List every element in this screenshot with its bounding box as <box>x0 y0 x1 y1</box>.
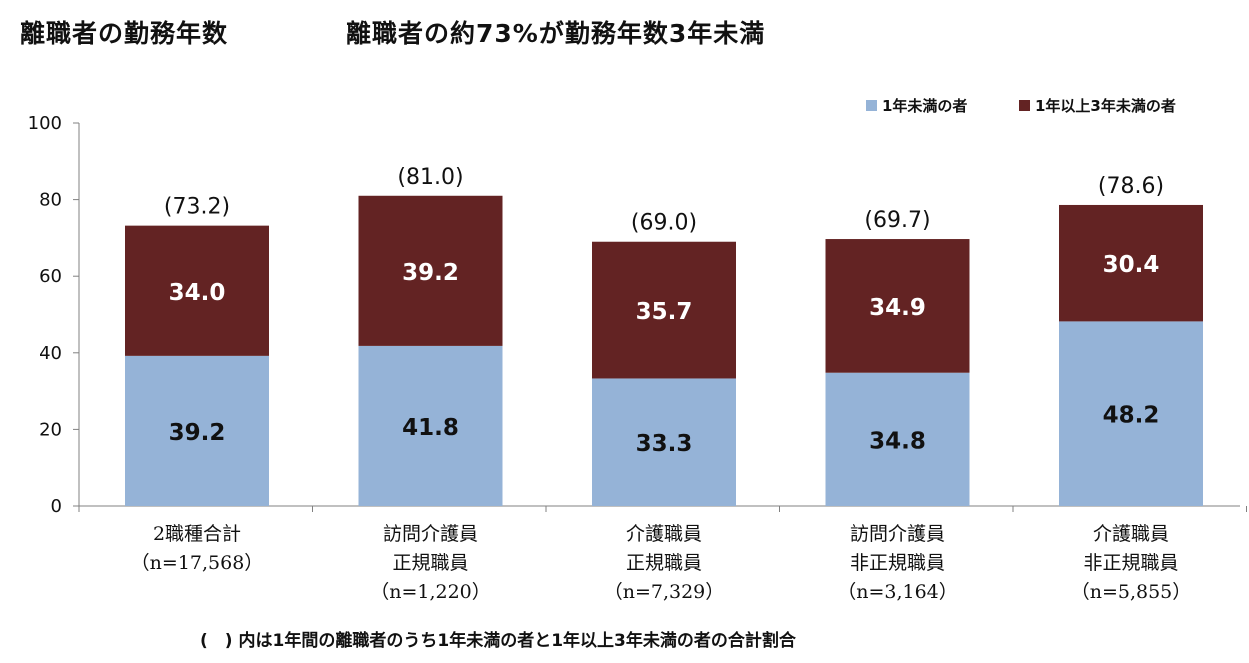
x-category-label: 正規職員 <box>392 552 468 574</box>
total-label: (69.0) <box>631 211 697 236</box>
x-category-label: （n=7,329） <box>604 581 725 603</box>
data-label-one-to-three: 34.9 <box>869 295 926 321</box>
data-label-one-to-three: 35.7 <box>636 299 693 325</box>
y-tick-label: 40 <box>39 343 62 364</box>
page-title: 離職者の勤務年数 <box>20 19 229 48</box>
x-category-label: 訪問介護員 <box>383 523 478 545</box>
data-label-under1: 48.2 <box>1103 403 1160 429</box>
x-category-label: （n=5,855） <box>1071 581 1192 603</box>
legend-swatch-under1 <box>866 100 877 111</box>
total-label: (78.6) <box>1098 174 1164 199</box>
y-tick-label: 0 <box>51 496 62 517</box>
x-category-label: 非正規職員 <box>850 552 945 574</box>
chart-headline: 離職者の約73%が勤務年数3年未満 <box>346 19 766 48</box>
bar-one-to-three <box>592 241 736 379</box>
data-label-under1: 33.3 <box>636 431 693 457</box>
bar-under1 <box>825 372 970 506</box>
x-category-label: 非正規職員 <box>1083 552 1178 574</box>
bar-one-to-three <box>1059 204 1203 322</box>
bar-one-to-three <box>825 239 970 373</box>
x-category-label: （n=3,164） <box>837 581 958 603</box>
x-category-label: （n=1,220） <box>370 581 491 603</box>
data-label-one-to-three: 34.0 <box>169 280 226 306</box>
data-label-under1: 34.8 <box>869 428 926 454</box>
x-category-label: 正規職員 <box>626 552 702 574</box>
y-tick-label: 100 <box>28 113 62 134</box>
data-label-under1: 39.2 <box>169 420 226 446</box>
x-category-label: 訪問介護員 <box>850 523 945 545</box>
footnote-text: 内は1年間の離職者のうち1年未満の者と1年以上3年未満の者の合計割合 <box>238 631 796 651</box>
bar-under1 <box>358 345 503 506</box>
legend-label-one-to-three: 1年以上3年未満の者 <box>1035 97 1176 115</box>
data-label-under1: 41.8 <box>402 415 459 441</box>
bar-one-to-three <box>358 195 503 346</box>
legend-item-one-to-three: 1年以上3年未満の者 <box>1019 95 1176 116</box>
y-tick-label: 60 <box>39 266 62 287</box>
y-tick-label: 80 <box>39 190 62 211</box>
footnote: ( ) 内は1年間の離職者のうち1年未満の者と1年以上3年未満の者の合計割合 <box>200 626 796 651</box>
legend-swatch-one-to-three <box>1019 100 1030 111</box>
total-label: (69.7) <box>864 208 930 233</box>
bar-under1 <box>592 378 736 506</box>
y-tick-label: 20 <box>39 419 62 440</box>
data-label-one-to-three: 30.4 <box>1103 252 1160 278</box>
footnote-paren: ( ) <box>200 631 233 651</box>
total-label: (73.2) <box>164 195 230 220</box>
data-label-one-to-three: 39.2 <box>402 260 459 286</box>
legend-label-under1: 1年未満の者 <box>882 97 968 115</box>
bar-one-to-three <box>125 225 269 356</box>
total-label: (81.0) <box>397 165 463 190</box>
legend-item-under1: 1年未満の者 <box>866 95 967 116</box>
bar-under1 <box>1059 321 1203 506</box>
x-category-label: 2職種合計 <box>153 523 241 545</box>
x-category-label: 介護職員 <box>626 523 702 545</box>
x-category-label: 介護職員 <box>1093 523 1169 545</box>
x-category-label: （n=17,568） <box>131 552 264 574</box>
bar-under1 <box>125 355 269 506</box>
